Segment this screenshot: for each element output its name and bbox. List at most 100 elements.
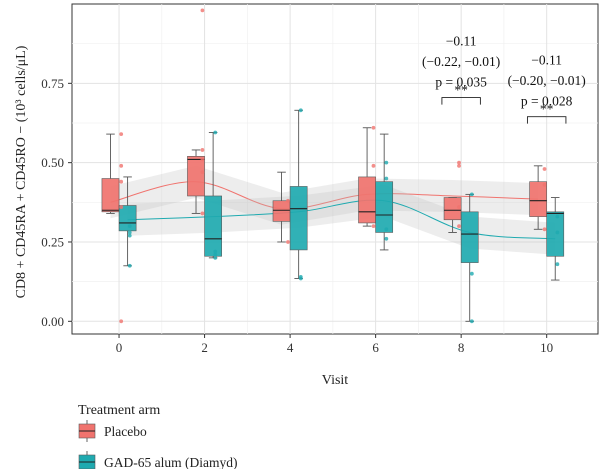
trend-line-placebo — [110, 181, 539, 210]
box-body — [187, 156, 205, 197]
annotation-line: −0.11 — [531, 53, 562, 68]
x-tick-label: 2 — [201, 340, 208, 355]
box-body — [272, 200, 291, 222]
box-placebo-visit-8 — [443, 197, 462, 233]
point-placebo — [371, 224, 376, 229]
axes: 0.00 0.25 0.50 0.75 0 2 4 6 8 10 — [41, 76, 553, 355]
point-gad65 — [213, 252, 218, 257]
point-placebo — [200, 8, 205, 13]
y-tick-label: 0.50 — [41, 155, 64, 170]
box-body — [443, 197, 462, 221]
legend-item-gad65: GAD-65 alum (Diamyd) — [78, 451, 237, 469]
point-gad65 — [127, 233, 132, 238]
trend-lines — [110, 165, 556, 255]
significance-bracket — [441, 97, 481, 105]
point-gad65 — [469, 192, 474, 197]
box-placebo-visit-0 — [101, 133, 120, 214]
box-gad65-visit-10 — [546, 197, 565, 281]
point-gad65 — [213, 130, 218, 135]
x-tick-label: 10 — [540, 340, 553, 355]
point-gad65 — [384, 236, 389, 241]
point-placebo — [371, 163, 376, 168]
box-gad65-visit-8 — [460, 193, 479, 322]
significance-bracket — [526, 116, 567, 124]
point-gad65 — [127, 263, 132, 268]
point-placebo — [542, 167, 547, 171]
significance-stars: ** — [540, 102, 554, 117]
significance-stars: ** — [454, 83, 468, 98]
grid-lines — [72, 4, 598, 334]
legend-label: GAD-65 alum (Diamyd) — [104, 455, 237, 469]
y-axis-title: CD8 + CD45RA + CD45RO − (10³ cells/μL) — [14, 45, 29, 298]
point-gad65 — [469, 319, 474, 324]
y-tick-label: 0.25 — [41, 234, 64, 249]
annotation-line: p = 0.035 — [435, 75, 487, 90]
box-placebo-visit-10 — [529, 165, 547, 230]
box-body — [118, 205, 137, 232]
legend-label: Placebo — [104, 424, 147, 439]
trend-line-gad65 — [127, 199, 556, 240]
point-gad65 — [555, 214, 560, 219]
point-gad65 — [127, 230, 132, 235]
plot-border — [71, 3, 599, 335]
annotation-visit-8: ** −0.11 (−0.22, −0.01) p = 0.035 — [422, 34, 500, 105]
confidence-band-gad65 — [127, 184, 556, 255]
point-gad65 — [384, 160, 389, 165]
point-placebo — [200, 157, 205, 162]
x-tick-label: 8 — [458, 340, 465, 355]
boxes — [101, 109, 565, 322]
point-placebo — [286, 240, 290, 244]
legend-item-placebo: Placebo — [78, 420, 147, 442]
point-placebo — [200, 148, 205, 152]
annotation-line: (−0.20, −0.01) — [508, 73, 586, 88]
box-gad65-visit-2 — [204, 132, 222, 259]
box-placebo-visit-4 — [272, 171, 291, 243]
box-body — [358, 176, 376, 224]
box-body — [546, 211, 565, 257]
significance-annotations: **−0.11(−0.22, −0.01)p = 0.035**−0.11(−0… — [422, 34, 586, 124]
point-placebo — [457, 224, 461, 229]
point-placebo — [200, 211, 205, 216]
plot-panel — [71, 3, 599, 335]
point-placebo — [457, 160, 461, 165]
annotation-line: p = 0.028 — [521, 94, 573, 109]
box-gad65-visit-6 — [375, 133, 394, 251]
point-gad65 — [469, 271, 474, 276]
box-body — [375, 181, 394, 233]
point-placebo — [119, 179, 124, 184]
annotation-visit-10: ** −0.11 (−0.20, −0.01) p = 0.028 — [508, 53, 586, 124]
box-body — [460, 211, 479, 263]
box-gad65-visit-0 — [118, 176, 137, 267]
box-body — [289, 186, 308, 251]
point-placebo — [119, 319, 124, 324]
data-points — [119, 8, 560, 324]
legend-title: Treatment arm — [78, 403, 160, 418]
x-axis-title: Visit — [322, 373, 348, 388]
annotation-line: (−0.22, −0.01) — [422, 54, 500, 69]
point-gad65 — [555, 262, 560, 267]
point-gad65 — [127, 224, 132, 229]
point-gad65 — [298, 108, 303, 113]
point-placebo — [457, 205, 461, 209]
point-placebo — [542, 227, 547, 232]
point-gad65 — [384, 227, 389, 232]
point-placebo — [119, 132, 124, 136]
point-placebo — [119, 163, 124, 168]
x-tick-label: 0 — [116, 340, 123, 355]
point-placebo — [200, 170, 205, 175]
point-gad65 — [213, 255, 218, 260]
point-placebo — [542, 182, 547, 187]
point-gad65 — [555, 230, 560, 235]
point-gad65 — [298, 274, 303, 279]
point-gad65 — [213, 249, 218, 254]
annotation-line: −0.11 — [446, 34, 477, 49]
point-placebo — [119, 205, 124, 209]
box-body — [529, 181, 547, 217]
point-gad65 — [384, 176, 389, 181]
y-tick-label: 0.00 — [41, 314, 64, 329]
point-placebo — [457, 163, 461, 168]
box-placebo-visit-6 — [358, 127, 376, 227]
confidence-band-placebo — [110, 165, 539, 225]
box-body — [101, 178, 120, 213]
